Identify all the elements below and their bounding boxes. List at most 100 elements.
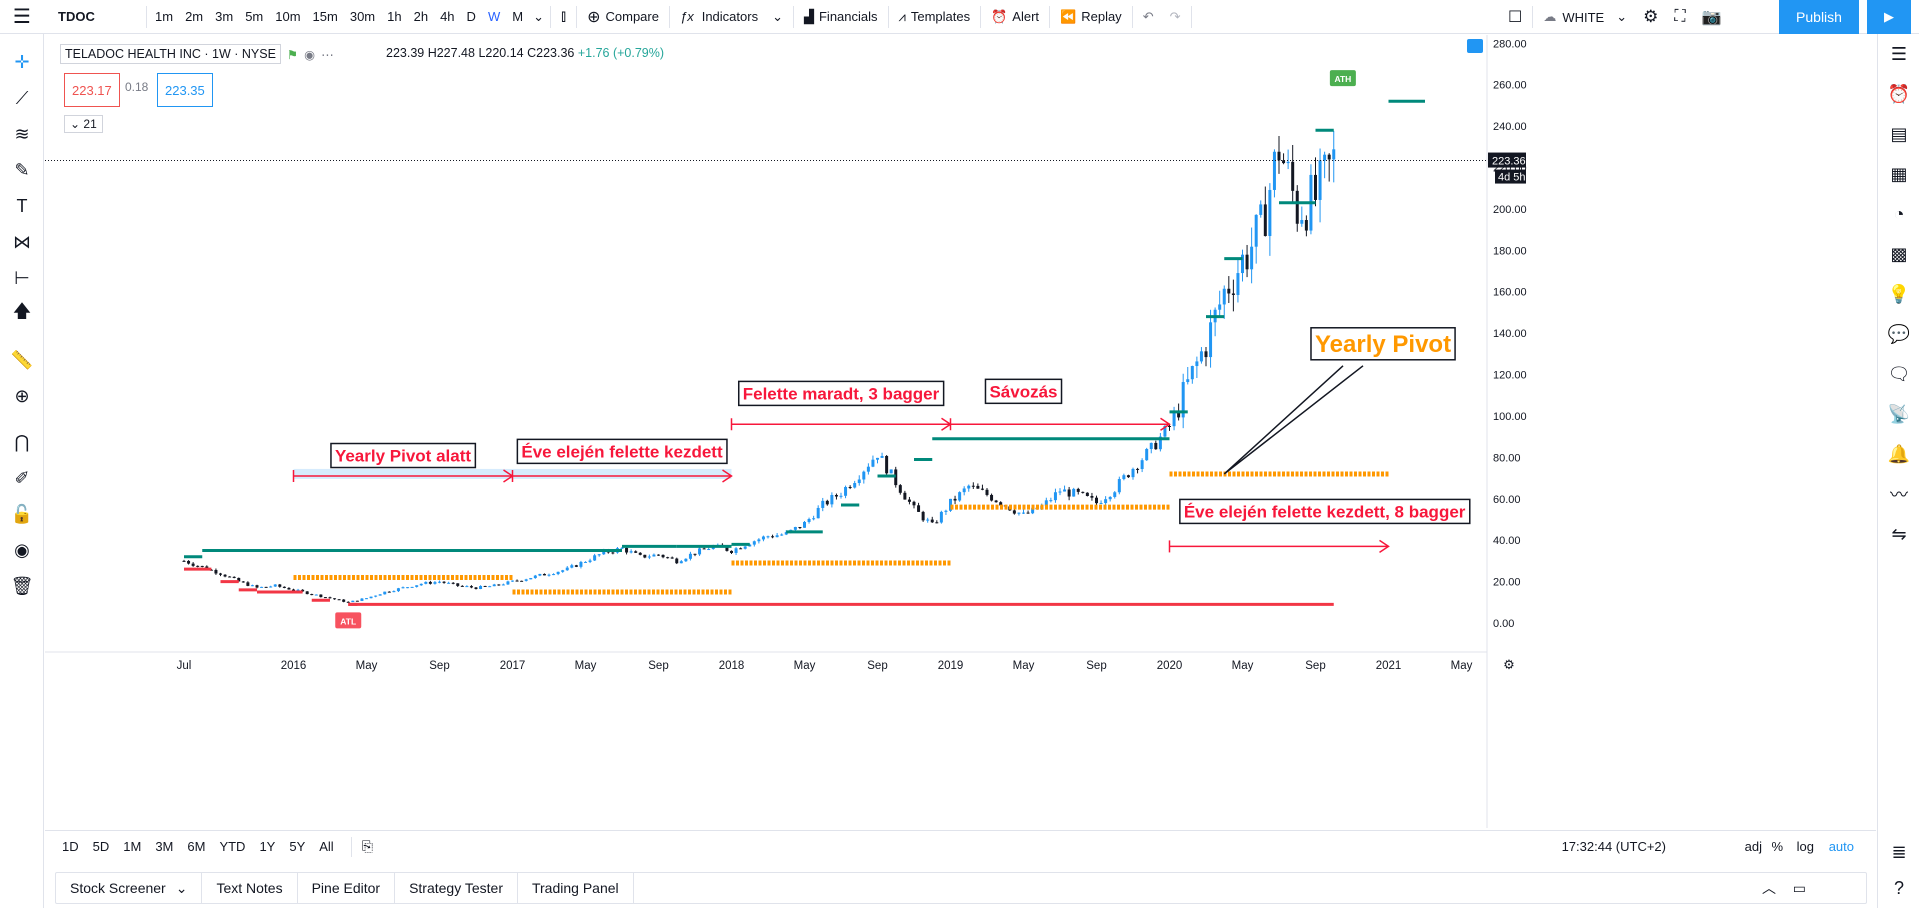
chevron-down-icon[interactable]: ⌄ [533,8,544,24]
range-6m[interactable]: 6M [187,839,206,854]
range-ytd[interactable]: YTD [219,839,246,854]
publish-button[interactable]: Publish [1779,0,1859,34]
note-banding-box[interactable] [984,378,1063,405]
financials-button[interactable]: ▟ Financials [796,0,886,34]
range-3m[interactable]: 3M [155,839,174,854]
help-icon[interactable]: ? [1893,877,1904,898]
range-all[interactable]: All [319,839,334,854]
calendar-icon[interactable]: ▩ [1890,243,1908,264]
timeframe-2m[interactable]: 2m [185,9,204,24]
percent-toggle[interactable]: % [1771,839,1783,854]
scroll-to-realtime-button[interactable] [1467,39,1483,53]
chat-icon[interactable]: 💬 [1887,323,1911,344]
timeframe-D[interactable]: D [466,9,476,24]
camera-icon[interactable]: 📷 [1701,9,1722,26]
timeframe-10m[interactable]: 10m [275,9,301,24]
flag-icon[interactable]: ⚑ [286,47,299,62]
indicators-collapse-toggle[interactable]: ⌄ 21 [64,115,103,133]
brush-icon[interactable]: ✎ [14,159,30,180]
ideas-bulb-icon[interactable]: 💡 [1887,283,1911,304]
buy-price-button[interactable]: 223.35 [157,73,213,107]
notifications-bell-icon[interactable]: 🔔 [1887,443,1911,464]
range-5y[interactable]: 5Y [289,839,306,854]
chats-icon[interactable]: 🗨 [1887,363,1911,384]
timeframe-15m[interactable]: 15m [312,9,338,24]
data-window-icon[interactable]: ▦ [1890,163,1908,184]
layers-icon[interactable]: ≣ [1891,841,1907,862]
tab-pine-editor[interactable]: Pine Editor [298,872,396,904]
indicators-button[interactable]: ƒx Indicators ⌄ [672,0,791,34]
range-1d[interactable]: 1D [62,839,79,854]
chart-line-icon[interactable]: 〰 [1890,485,1908,505]
settings-gear-icon[interactable]: ⚙ [1643,7,1659,26]
tab-text-notes[interactable]: Text Notes [202,872,298,904]
pattern-icon[interactable]: ⋈ [13,231,31,252]
chart-canvas[interactable]: 280.00260.00240.00220.00200.00180.00160.… [45,35,1868,828]
menu-icon[interactable]: ☰ [13,6,31,28]
timeframe-5m[interactable]: 5m [245,9,264,24]
collapse-icon[interactable]: ︿ [1762,880,1776,896]
note-yearly-pivot-box[interactable] [1310,327,1456,361]
lock-icon[interactable]: 🔓 [10,503,34,524]
pencil-lock-icon[interactable]: ✐ [14,467,30,488]
trend-line-icon[interactable]: ⟋ [15,87,29,108]
trash-icon[interactable]: 🗑 [10,575,34,596]
eye-icon[interactable]: ◉ [304,47,316,62]
crosshair-icon[interactable]: ✛ [14,51,30,72]
replay-button[interactable]: ⏪ Replay [1052,0,1130,34]
note-start-above-2020-box[interactable] [1179,498,1471,525]
timeframe-1m[interactable]: 1m [155,9,174,24]
log-toggle[interactable]: log [1796,839,1814,854]
timeframe-30m[interactable]: 30m [349,9,376,24]
undo-icon[interactable]: ↶ [1142,8,1154,24]
note-start-above-2017-box[interactable] [516,438,728,465]
timeframe-W[interactable]: W [487,9,501,24]
symbol-search[interactable]: TDOC [58,9,95,24]
fib-icon[interactable]: ≋ [14,123,30,144]
streams-icon[interactable]: 📡 [1887,403,1911,424]
templates-button[interactable]: ⩘ Templates [891,0,979,34]
redo-icon[interactable]: ↷ [1169,8,1181,24]
maximize-icon[interactable]: ▭ [1792,879,1806,896]
adjust-toggle[interactable]: adj [1744,839,1762,854]
chart-pane[interactable]: 280.00 260.00 240.00 220.00 200.00 180.00 160.… [45,35,1868,828]
range-1y[interactable]: 1Y [259,839,276,854]
ruler-icon[interactable]: 📏 [10,349,34,370]
tab-stock-screener[interactable]: Stock Screener ⌄ [56,872,203,904]
chart-type-button[interactable]: ⫾ [560,7,567,25]
sell-price-button[interactable]: 223.17 [64,73,120,107]
hotlist-icon[interactable]: ◔ [1893,203,1905,224]
timeframe-M[interactable]: M [512,9,524,24]
note-stayed-above-box[interactable] [737,380,945,407]
note-yearly-pivot-below-box[interactable] [330,442,477,469]
range-1m[interactable]: 1M [123,839,142,854]
text-icon[interactable]: T [16,195,28,216]
alert-button[interactable]: ⏰ Alert [983,0,1047,34]
watchlist-icon[interactable]: ☰ [1890,43,1908,64]
timeframe-3m[interactable]: 3m [215,9,234,24]
auto-toggle[interactable]: auto [1828,839,1854,854]
compare-button[interactable]: ⊕ Compare [579,0,667,34]
measure-icon[interactable]: ⊢ [14,267,30,288]
clock[interactable]: 17:32:44 (UTC+2) [1561,839,1666,854]
zoom-in-icon[interactable]: ⊕ [14,385,30,406]
more-icon[interactable]: ⋯ [321,47,334,62]
news-icon[interactable]: ▤ [1890,123,1908,144]
alarm-clock-icon[interactable]: ⏰ [1887,83,1911,104]
tab-trading-panel[interactable]: Trading Panel [518,872,634,904]
eye-icon[interactable]: ◉ [14,539,30,560]
fullscreen-icon[interactable]: ⛶ [1674,8,1686,25]
timeframe-4h[interactable]: 4h [440,9,455,24]
fullscreen-square-icon[interactable]: ☐ [1508,9,1523,26]
arrow-up-icon[interactable]: 🡅 [12,301,32,321]
timeframe-1h[interactable]: 1h [387,9,402,24]
range-5d[interactable]: 5D [92,839,110,854]
tab-strategy-tester[interactable]: Strategy Tester [395,872,518,904]
go-to-date-icon[interactable]: ⎘ [361,838,373,854]
legend-title[interactable]: TELADOC HEALTH INC · 1W · NYSE [60,44,281,64]
play-icon[interactable]: ▶ [1867,0,1911,34]
layout-button[interactable]: ☁ WHITE ⌄ [1535,0,1635,34]
timeframe-2h[interactable]: 2h [413,9,429,24]
axis-settings-gear-icon[interactable]: ⚙ [1503,657,1515,672]
order-panel-icon[interactable]: ⇋ [1891,523,1907,544]
